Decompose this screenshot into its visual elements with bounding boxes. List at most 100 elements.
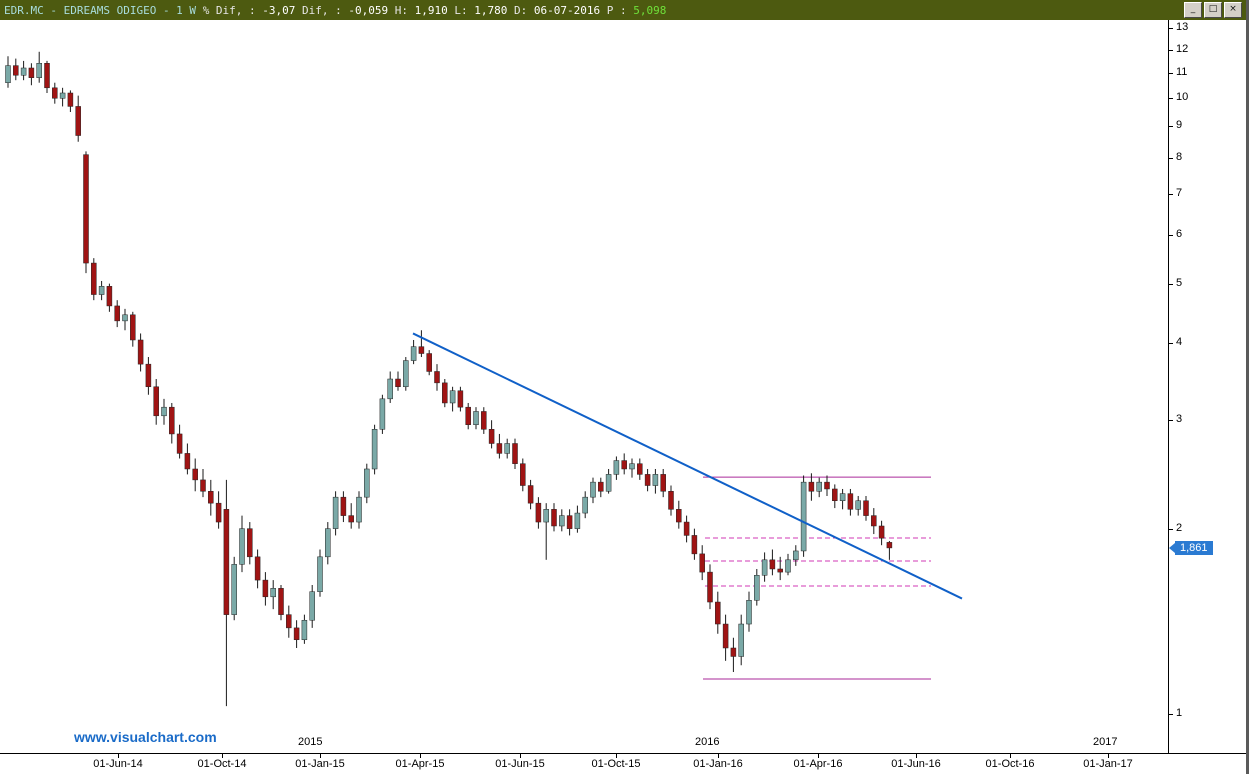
time-axis-tick [320, 754, 321, 758]
time-axis-label: 01-Jan-16 [693, 758, 743, 770]
candle [668, 491, 674, 510]
candle [629, 463, 635, 470]
price-axis-tick [1169, 72, 1173, 74]
candle [426, 353, 432, 372]
year-label: 2017 [1093, 736, 1118, 748]
time-axis-tick [520, 754, 521, 758]
candle [442, 382, 448, 404]
candle [777, 568, 783, 573]
time-axis-label: 01-Oct-16 [985, 758, 1035, 770]
candle [488, 429, 495, 444]
title-segment: L: [454, 3, 475, 17]
title-segment: H: [394, 3, 415, 17]
time-axis-tick [616, 754, 617, 758]
year-label: 2016 [695, 736, 720, 748]
candle [200, 479, 206, 492]
candle [137, 339, 144, 365]
price-axis-label: 12 [1176, 42, 1189, 55]
price-axis-label: 2 [1176, 521, 1183, 534]
candle [28, 67, 35, 78]
candle [13, 65, 19, 76]
candle [434, 371, 440, 384]
candle [457, 390, 464, 408]
candle [395, 378, 401, 388]
candle [192, 468, 198, 481]
candle [379, 398, 386, 430]
candle [722, 623, 729, 649]
window-controls: _ □ × [1184, 2, 1242, 18]
price-axis-label: 11 [1176, 65, 1188, 78]
price-axis-label: 6 [1176, 227, 1183, 240]
price-axis-tick [1169, 49, 1173, 51]
price-axis-label: 5 [1176, 276, 1183, 289]
candle [410, 346, 417, 361]
price-axis-tick [1169, 283, 1173, 285]
candle [98, 286, 105, 295]
candle [278, 588, 284, 615]
candle [270, 588, 276, 598]
time-axis-label: 01-Jun-16 [891, 758, 941, 770]
candle [20, 67, 27, 76]
time-axis-tick [916, 754, 917, 758]
price-axis-tick [1169, 157, 1173, 159]
time-axis-tick [118, 754, 119, 758]
time-axis-label: 01-Oct-14 [197, 758, 247, 770]
candle [691, 535, 698, 555]
candle [286, 614, 292, 629]
candle [590, 481, 596, 498]
candle [676, 509, 682, 523]
price-axis-tick [1169, 234, 1173, 236]
time-axis-tick [1108, 754, 1109, 758]
candle [512, 443, 518, 464]
minimize-icon[interactable]: _ [1184, 2, 1202, 18]
candle [122, 314, 128, 322]
price-axis-label: 9 [1176, 119, 1183, 132]
candle [231, 564, 237, 615]
candle [574, 512, 581, 529]
candle [543, 509, 549, 523]
candle [356, 496, 362, 523]
title-segment: 1,780 [474, 3, 515, 17]
candle [769, 559, 776, 570]
title-segment: 5,098 [633, 3, 667, 17]
candle [262, 579, 269, 598]
title-segment: 1,910 [414, 3, 455, 17]
title-bar: EDR.MC - EDREAMS ODIGEO - 1 W % Dif, : -… [0, 0, 1246, 20]
window-title: EDR.MC - EDREAMS ODIGEO - 1 W % Dif, : -… [4, 4, 666, 17]
title-segment: -3,07 [262, 3, 303, 17]
year-label: 2015 [298, 736, 323, 748]
candle [683, 521, 690, 536]
last-price-value: 1,861 [1175, 540, 1213, 555]
price-axis-tick [1169, 528, 1173, 530]
candlestick-chart[interactable] [0, 20, 1168, 753]
title-segment: P : [606, 3, 634, 17]
close-icon[interactable]: × [1224, 2, 1242, 18]
trendline [412, 332, 963, 600]
candle [325, 528, 331, 558]
time-axis-label: 01-Apr-15 [395, 758, 445, 770]
candle [605, 474, 612, 492]
maximize-icon[interactable]: □ [1204, 2, 1222, 18]
title-segment: -0,059 [348, 3, 395, 17]
last-price-tag: 1,861 [1169, 540, 1213, 555]
candle [504, 443, 510, 454]
candle [761, 559, 768, 576]
candle [754, 575, 760, 601]
candle [153, 386, 159, 417]
candle [59, 92, 66, 99]
candle [184, 453, 191, 470]
price-axis[interactable]: 1,861 13 12 11 10 9 8 7 6 5 4 3 2 1 [1169, 20, 1246, 753]
candle [301, 619, 308, 641]
candle [67, 92, 74, 107]
candle [449, 390, 456, 404]
candle [855, 500, 861, 510]
chart-pane[interactable]: www.visualchart.com 2015 2016 2017 [0, 20, 1169, 753]
candle [387, 378, 393, 400]
candle [559, 515, 565, 527]
candle [36, 63, 42, 78]
time-axis-label: 01-Jan-17 [1083, 758, 1133, 770]
time-axis-label: 01-Jun-15 [495, 758, 545, 770]
price-axis-label: 3 [1176, 413, 1183, 426]
candle [83, 154, 89, 264]
time-axis[interactable]: 01-Jun-14 01-Oct-14 01-Jan-15 01-Apr-15 01-J… [0, 753, 1246, 774]
